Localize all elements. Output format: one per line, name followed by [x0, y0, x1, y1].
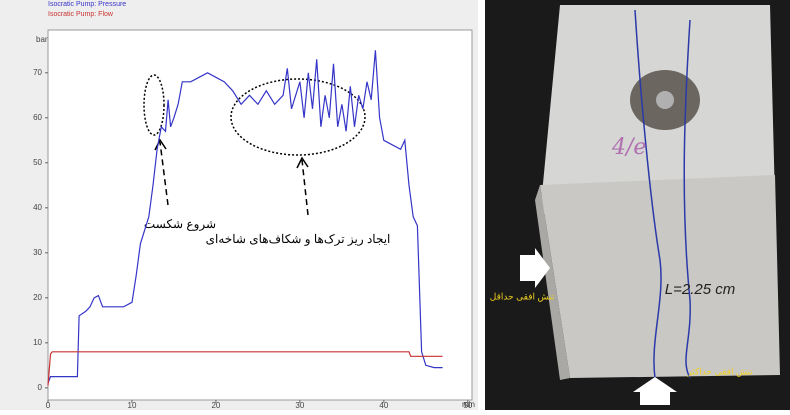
x-tick-label: 10 [128, 401, 137, 410]
annotation-arrowhead [154, 138, 167, 151]
legend-entry: Isocratic Pump: Flow [48, 11, 114, 18]
block-front [540, 175, 780, 378]
x-tick-label: 0 [46, 401, 51, 410]
handwriting: 4/e [611, 135, 646, 160]
y-tick-label: 40 [33, 203, 42, 212]
y-tick-label: 20 [33, 293, 42, 302]
arrow-min [520, 248, 550, 288]
x-tick-label: 30 [295, 401, 304, 410]
photo-label: تنش افقی حداقل [490, 291, 555, 302]
x-tick-label: 50 [463, 401, 472, 410]
annotation-ellipse [143, 74, 165, 136]
annotation-arrow [159, 141, 169, 206]
arrow-max [633, 377, 677, 405]
y-tick-label: 70 [33, 68, 42, 77]
photo: 4/e L=2.25 cm تنش افقی حداقل تنش افقی حد… [485, 0, 790, 410]
x-tick-label: 20 [211, 401, 220, 410]
handwriting: L=2.25 cm [665, 281, 735, 298]
x-tick-label: 40 [379, 401, 388, 410]
crack-line [683, 19, 691, 379]
data-line [47, 50, 443, 384]
x-axis-label: min [462, 400, 475, 409]
y-tick-label: 10 [33, 338, 42, 347]
annotation: شروع شکست [144, 217, 216, 231]
y-tick-label: 0 [38, 383, 43, 392]
bolt [656, 91, 674, 109]
annotation-ellipse [230, 78, 366, 156]
photo-label: تنش افقی حداکثر [686, 366, 753, 377]
y-tick-label: 50 [33, 158, 42, 167]
crack-line [634, 9, 662, 379]
data-line [47, 351, 443, 386]
annotation-arrowhead [296, 156, 309, 169]
legend-entry: Isocratic Pump: Pressure [48, 1, 126, 8]
block-side [535, 185, 570, 380]
plot-area [47, 29, 473, 401]
y-axis-label: bar [36, 35, 48, 44]
y-tick-label: 60 [33, 113, 42, 122]
annotation: ایجاد ریز ترک‌ها و شکاف‌های شاخه‌ای [206, 232, 391, 246]
y-tick-label: 30 [33, 248, 42, 257]
